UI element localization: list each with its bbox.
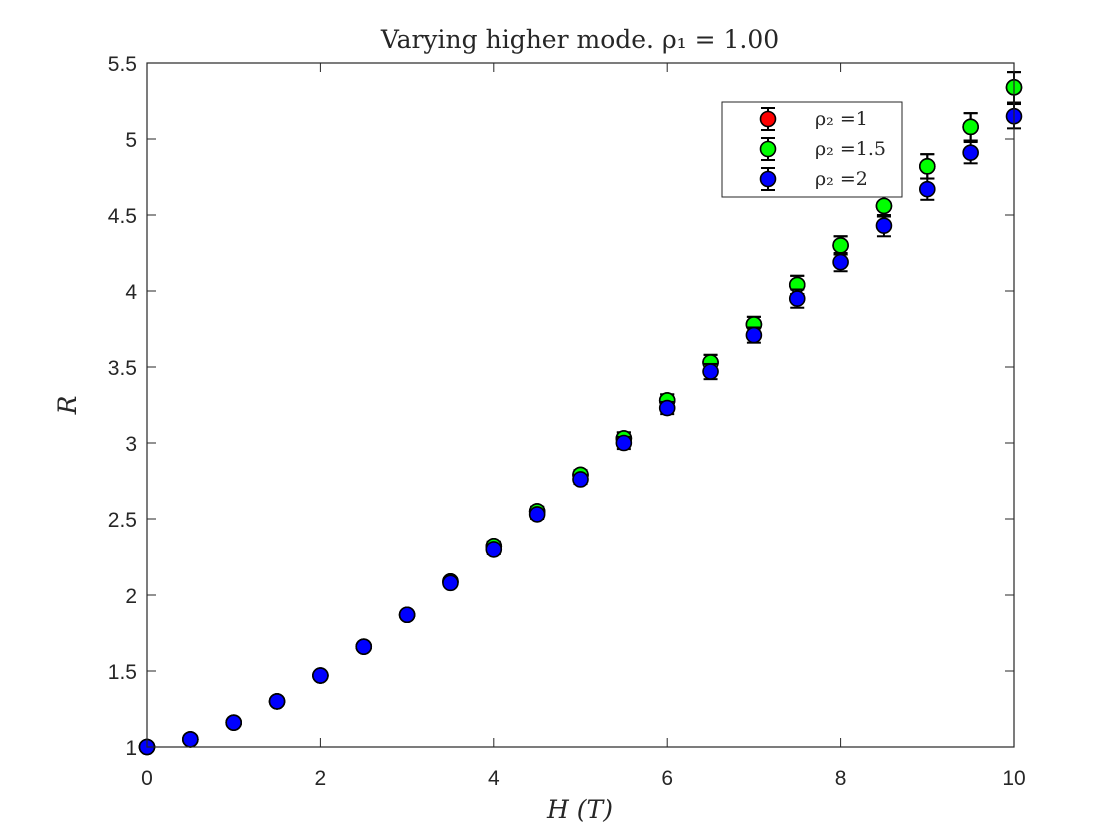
x-tick-label: 0 [141, 767, 153, 790]
data-point [355, 638, 373, 655]
data-point [875, 217, 893, 234]
legend: ρ₂ =1 ρ₂ =1.5 ρ₂ =2 [721, 101, 903, 198]
data-point [962, 144, 979, 161]
data-point [918, 158, 936, 175]
y-tick-label: 3.5 [108, 357, 137, 380]
legend-marker [759, 140, 777, 158]
y-tick-label: 1 [125, 737, 137, 760]
legend-label: ρ₂ =1.5 [815, 138, 886, 160]
data-point [312, 667, 329, 684]
legend-label: ρ₂ =1 [815, 108, 868, 130]
plot-frame [146, 62, 1015, 748]
y-tick-label: 2.5 [108, 509, 137, 532]
y-tick-label: 5 [125, 129, 137, 152]
data-point [875, 197, 893, 215]
legend-label: ρ₂ =2 [815, 168, 868, 190]
legend-marker [759, 170, 777, 188]
data-point [572, 471, 589, 488]
x-tick-label: 8 [835, 767, 847, 790]
y-axis-label: R [53, 396, 82, 416]
data-marks [138, 71, 1023, 756]
legend-items: ρ₂ =1 ρ₂ =1.5 ρ₂ =2 [759, 107, 886, 191]
x-tick-label: 10 [1002, 767, 1025, 790]
data-point [485, 541, 503, 558]
axis-ticks: 0 2 4 6 8 10 1 1.5 2 2.5 3 3.5 4 4.5 5 5.5 [108, 53, 1026, 790]
y-tick-label: 5.5 [108, 53, 137, 76]
data-point [182, 731, 199, 748]
data-point [832, 253, 849, 271]
data-point [225, 714, 242, 731]
chart-title: Varying higher mode. ρ₁ = 1.00 [380, 25, 779, 54]
y-tick-label: 2 [125, 585, 137, 608]
data-point [398, 606, 416, 624]
data-point [268, 693, 286, 710]
legend-marker [759, 110, 777, 128]
x-tick-label: 6 [661, 767, 673, 790]
data-point [528, 506, 546, 523]
data-point [702, 363, 719, 380]
x-tick-label: 4 [488, 767, 500, 790]
series-2 [138, 103, 1023, 756]
x-tick-label: 2 [315, 767, 327, 790]
legend-box [721, 101, 903, 198]
data-point [615, 434, 633, 452]
data-point [788, 290, 806, 307]
data-point [442, 574, 459, 592]
data-point [658, 399, 676, 417]
data-point [745, 326, 763, 344]
y-tick-label: 4.5 [108, 205, 137, 228]
y-tick-label: 3 [125, 433, 137, 456]
data-point [962, 118, 979, 136]
y-tick-label: 4 [125, 281, 137, 304]
data-point [832, 237, 849, 254]
y-tick-label: 1.5 [108, 661, 137, 684]
x-axis-label: H (T) [546, 795, 613, 824]
data-point [918, 180, 936, 198]
